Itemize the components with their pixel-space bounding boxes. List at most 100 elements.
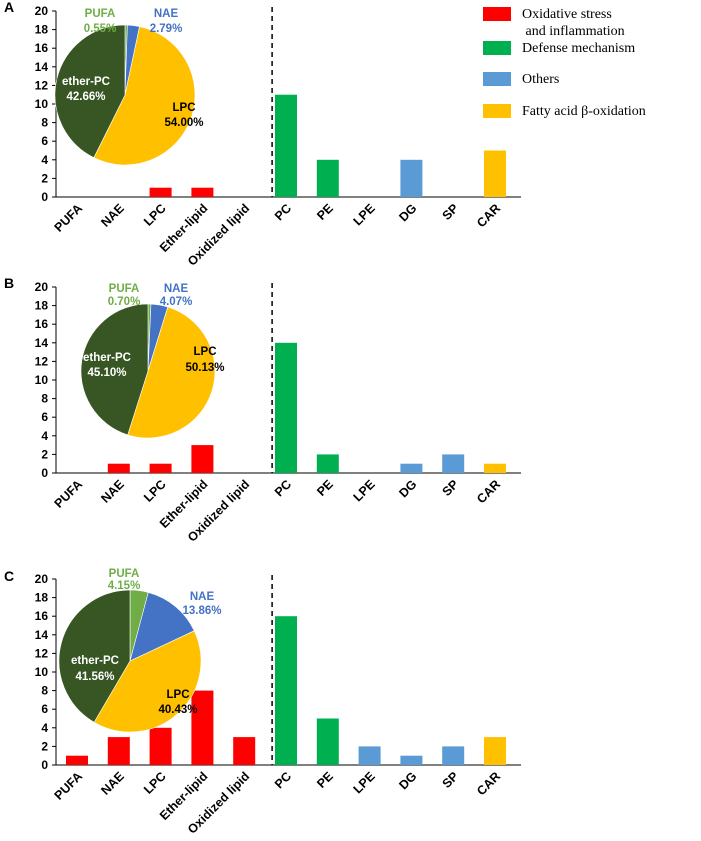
bar-sp	[442, 746, 465, 765]
pie-pct-ether-pc: 42.66%	[66, 91, 105, 103]
y-tick-label: 8	[41, 684, 48, 698]
x-tick-label-lpc: LPC	[141, 477, 169, 505]
bar-sp	[442, 454, 465, 473]
pie-pct-lpc: 54.00%	[164, 117, 203, 129]
y-tick-label: 12	[35, 646, 49, 660]
y-tick-label: 2	[41, 171, 48, 185]
y-tick-label: 6	[41, 702, 48, 716]
y-tick-label: 14	[35, 336, 49, 350]
x-tick-label-dg: DG	[396, 201, 419, 224]
pie-label-nae: NAE	[190, 591, 215, 603]
x-tick-label-sp: SP	[440, 769, 462, 791]
panel-label: B	[4, 275, 14, 291]
x-tick-label-lpc: LPC	[141, 769, 169, 797]
bar-lpc	[149, 727, 172, 765]
bar-dg	[400, 463, 423, 473]
bar-car	[484, 737, 506, 765]
legend: Oxidative stress and inflammation Defense…	[483, 7, 646, 119]
y-tick-label: 0	[41, 466, 48, 480]
bar-dg	[400, 755, 423, 765]
x-tick-label-nae: NAE	[98, 769, 127, 798]
bar-pc	[275, 616, 297, 765]
bar-car	[484, 463, 506, 473]
x-tick-label-pc: PC	[272, 769, 294, 791]
x-tick-label-lpe: LPE	[351, 477, 378, 504]
x-tick-label-lpc: LPC	[141, 201, 169, 229]
pie-label-pufa: PUFA	[109, 283, 140, 295]
y-tick-label: 2	[41, 739, 48, 753]
y-tick-label: 2	[41, 447, 48, 461]
y-tick-label: 20	[35, 572, 49, 586]
y-tick-label: 8	[41, 116, 48, 130]
y-tick-label: 14	[35, 628, 49, 642]
y-tick-label: 4	[41, 429, 48, 443]
x-tick-label-sp: SP	[440, 201, 462, 223]
legend-swatch-others	[483, 72, 511, 86]
x-tick-label-car: CAR	[474, 477, 503, 506]
x-tick-label-pc: PC	[272, 477, 294, 499]
y-tick-label: 16	[35, 317, 49, 331]
x-tick-label-pe: PE	[314, 477, 336, 499]
pie-label-ether-pc: ether-PC	[71, 655, 119, 667]
x-tick-label-dg: DG	[396, 477, 419, 500]
y-tick-label: 18	[35, 299, 49, 313]
pie-label-lpc: LPC	[167, 689, 190, 701]
y-tick-label: 0	[41, 758, 48, 772]
legend-label-defense-mechanism: Defense mechanism	[522, 41, 635, 56]
pie-slice-ether-pc	[80, 303, 149, 436]
pie-slice-lpc	[127, 306, 216, 439]
panel-label: A	[4, 0, 14, 15]
pie-slice-nae	[129, 592, 195, 662]
bar-pufa	[66, 755, 88, 765]
pie-pct-nae: 4.07%	[160, 296, 193, 308]
x-tick-label-lpe: LPE	[351, 769, 378, 796]
pie-label-pufa: PUFA	[109, 568, 140, 580]
legend-swatch-oxidative-stress-and-inflammation	[483, 7, 511, 21]
bar-pc	[275, 342, 297, 473]
pie-pct-pufa: 4.15%	[108, 580, 141, 592]
pie-label-ether-pc: ether-PC	[62, 76, 110, 88]
y-tick-label: 4	[41, 721, 48, 735]
pie-pct-lpc: 40.43%	[158, 704, 197, 716]
bar-car	[484, 150, 506, 197]
x-tick-label-nae: NAE	[98, 477, 127, 506]
pie-pct-nae: 2.79%	[150, 23, 183, 35]
pie-slice-ether-pc	[58, 589, 131, 723]
pie-label-lpc: LPC	[194, 346, 217, 358]
pie-slice-ether-pc	[54, 24, 126, 159]
x-tick-label-car: CAR	[474, 769, 503, 798]
bar-lpe	[358, 746, 381, 765]
bar-oxidized-lipid	[233, 737, 256, 765]
pie-pct-nae: 13.86%	[182, 605, 221, 617]
pie-pct-pufa: 0.70%	[108, 296, 141, 308]
y-tick-label: 20	[35, 4, 49, 18]
inset-pie: PUFA 0.55% NAE 2.79% LPC 54.00% ether-PC 42.66%	[54, 8, 204, 166]
pie-slice-lpc	[93, 26, 196, 166]
y-tick-label: 6	[41, 410, 48, 424]
y-tick-label: 16	[35, 609, 49, 623]
pie-label-ether-pc: ether-PC	[83, 352, 131, 364]
bar-ether-lipid	[191, 690, 214, 765]
y-tick-label: 14	[35, 60, 49, 74]
bar-nae	[107, 737, 130, 765]
x-tick-label-pc: PC	[272, 201, 294, 223]
x-tick-label-nae: NAE	[98, 201, 127, 230]
x-tick-label-pufa: PUFA	[52, 201, 85, 234]
y-tick-label: 8	[41, 392, 48, 406]
y-tick-label: 4	[41, 153, 48, 167]
x-tick-label-lpe: LPE	[351, 201, 378, 228]
x-tick-label-pe: PE	[314, 769, 336, 791]
bar-lpc	[149, 463, 172, 473]
x-tick-label-pufa: PUFA	[52, 477, 85, 510]
legend-label-oxidative-stress-and-inflammation: and inflammation	[522, 24, 625, 39]
pie-label-nae: NAE	[164, 283, 189, 295]
bar-pe	[316, 718, 339, 765]
y-tick-label: 12	[35, 354, 49, 368]
bar-ether-lipid	[191, 445, 214, 473]
